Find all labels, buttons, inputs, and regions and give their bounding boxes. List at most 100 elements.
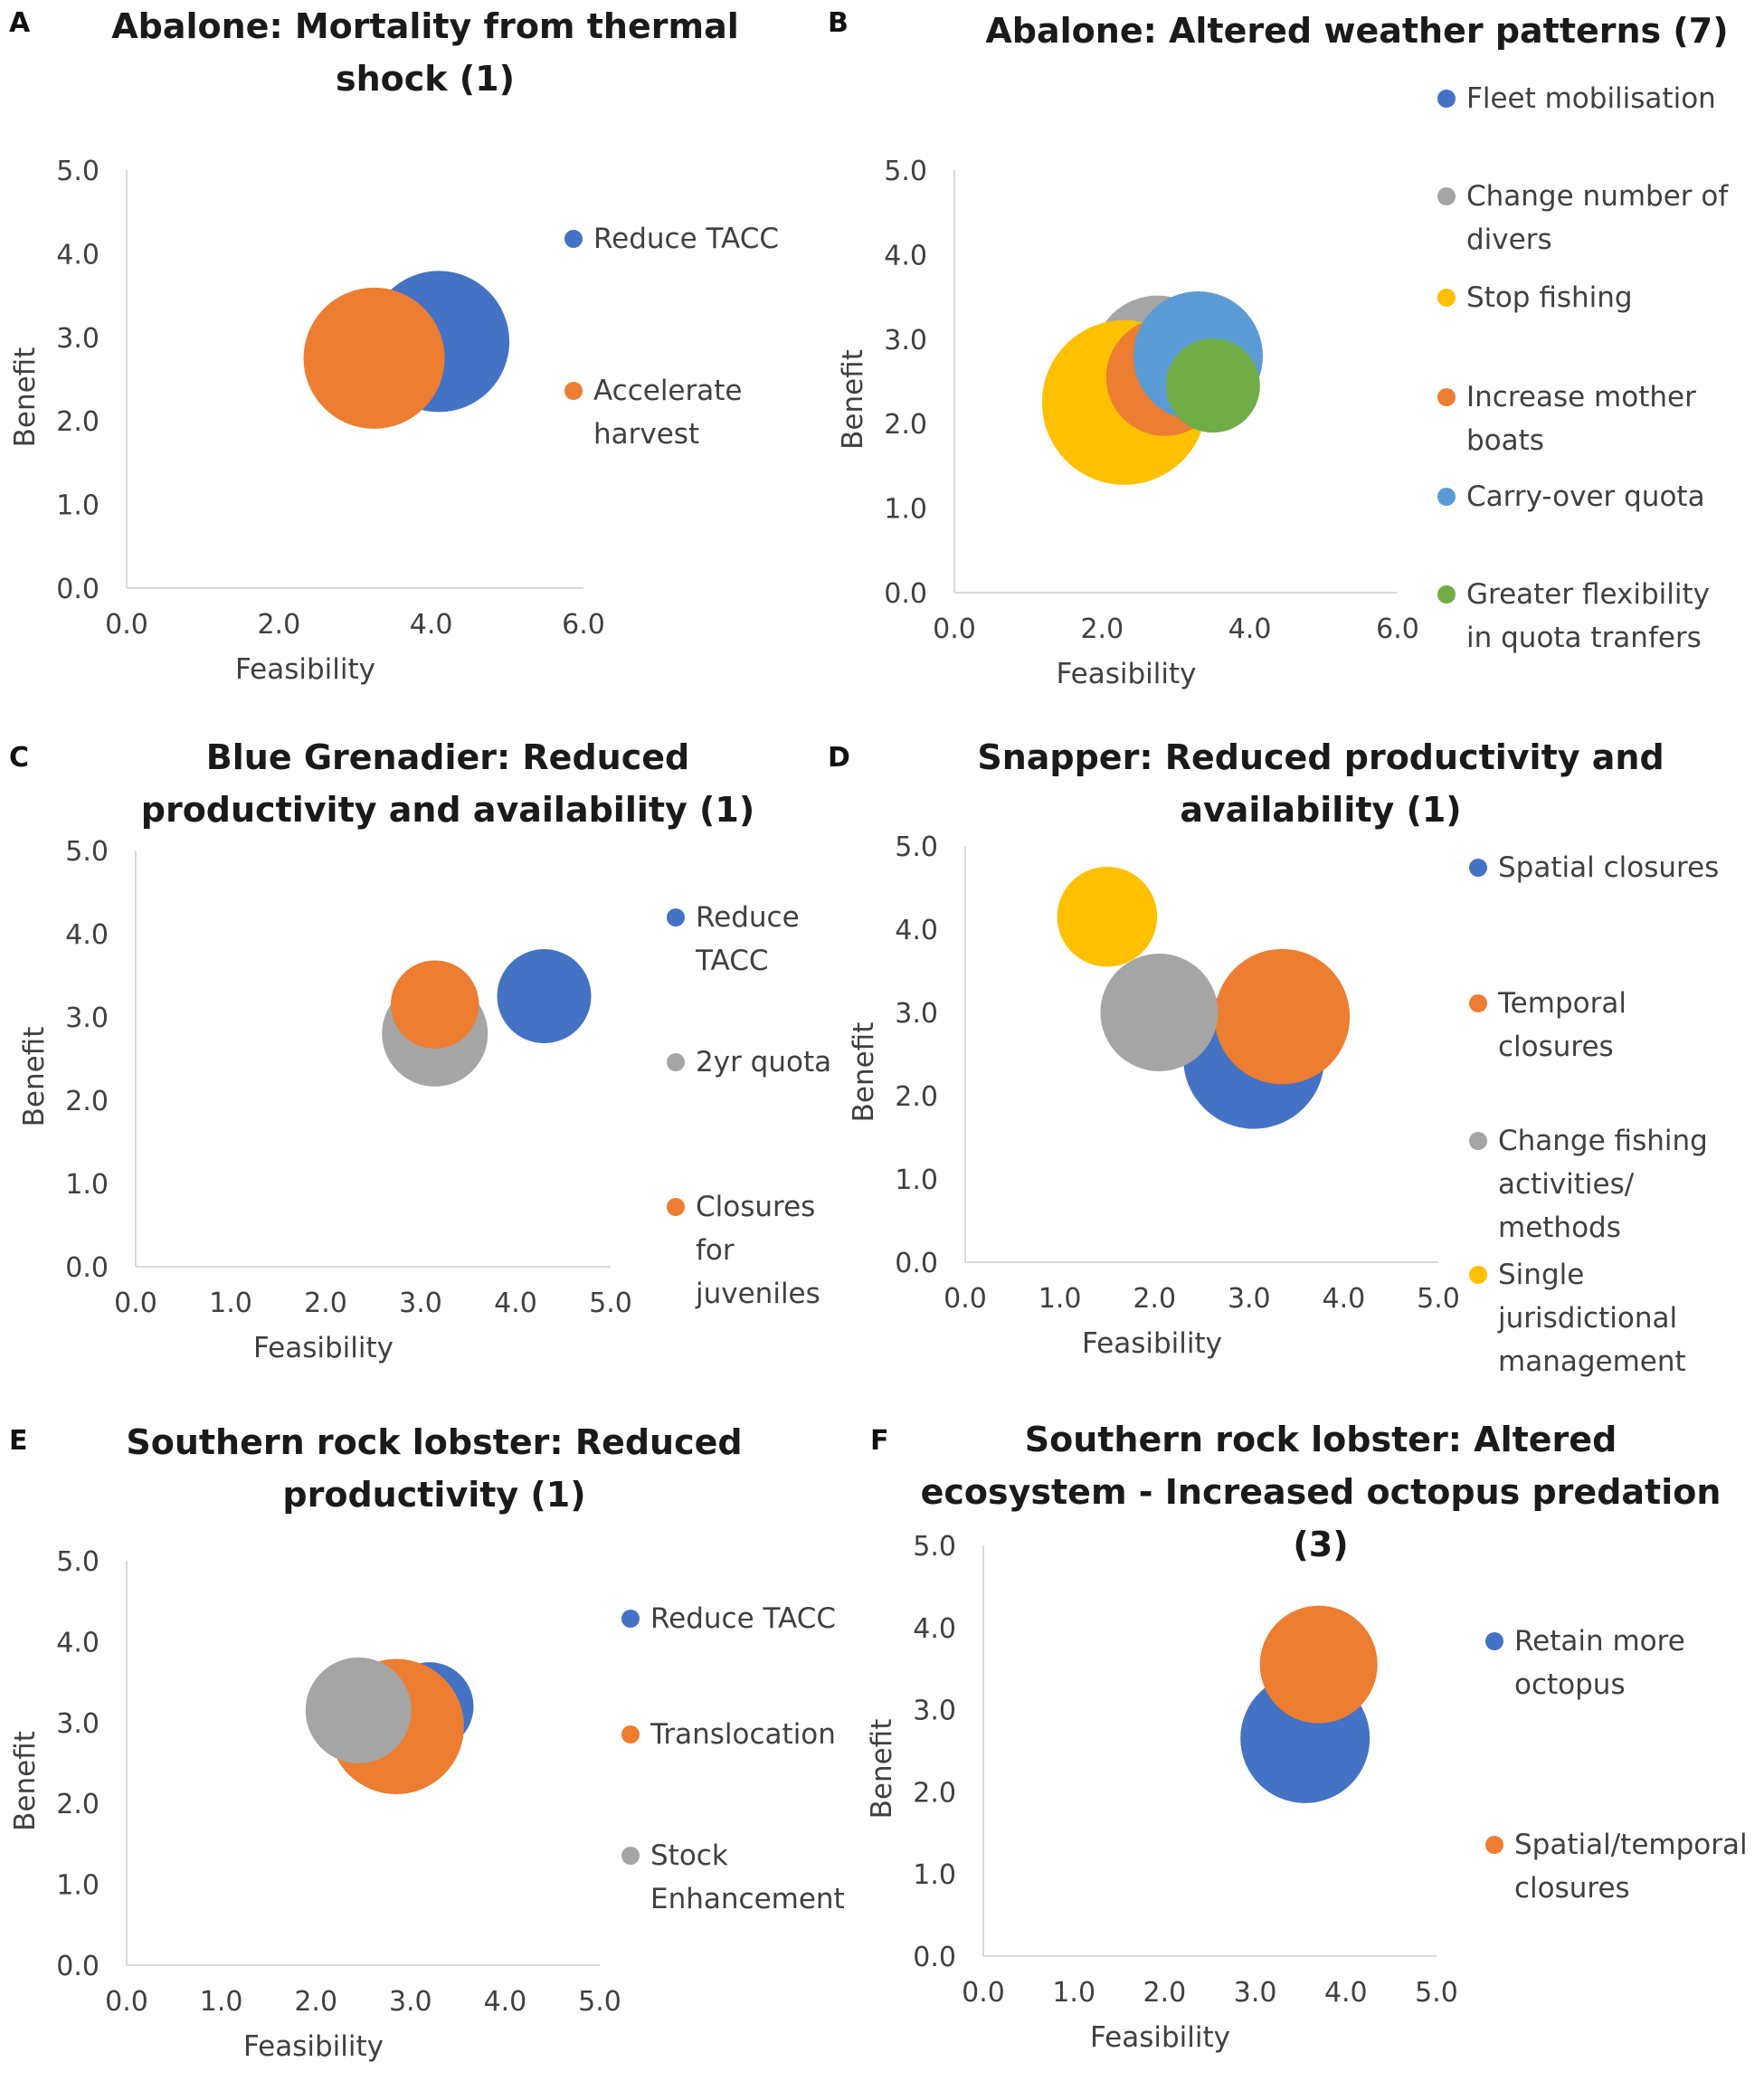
legend-item: Reduce TACC <box>665 896 800 983</box>
legend-marker-icon <box>1437 488 1456 506</box>
y-tick-label: 5.0 <box>56 1546 100 1578</box>
y-tick-label: 1.0 <box>56 490 100 522</box>
legend-marker-icon <box>667 1198 685 1216</box>
legend-marker-icon <box>1437 289 1456 307</box>
y-tick-label: 2.0 <box>56 1789 100 1820</box>
plot-area-E: 0.0 1.0 2.0 3.0 4.0 5.0 0.0 1.0 2.0 3.0 4.0 5.0 Feas… <box>9 1546 621 2063</box>
x-axis-label: Feasibility <box>1090 2021 1230 2054</box>
chart-title: Snapper: Reduced productivity and availab… <box>868 731 1764 836</box>
y-tick-label: 1.0 <box>895 1164 938 1196</box>
bubble-closures-for-juveniles <box>391 960 479 1049</box>
y-tick-label: 0.0 <box>56 574 100 605</box>
x-tick-label: 1.0 <box>1038 1283 1082 1315</box>
legend-label: Single <box>1498 1259 1585 1291</box>
chart-title-line: Southern rock lobster: Reduced <box>126 1422 743 1462</box>
y-tick-label: 5.0 <box>56 156 100 187</box>
legend-label: Enhancement <box>650 1883 845 1915</box>
x-tick-label: 1.0 <box>209 1288 252 1319</box>
x-tick-label: 4.0 <box>1323 1283 1366 1315</box>
legend-item: Accelerate harvest <box>563 369 742 456</box>
x-tick-label: 0.0 <box>962 1977 1005 2009</box>
chart-title: Abalone: Altered weather patterns (7) <box>905 5 1764 57</box>
x-tick-label: 4.0 <box>1324 1977 1368 2009</box>
legend-item: Greater flexibility in quota tranfers <box>1436 573 1710 660</box>
y-axis-label: Benefit <box>9 347 42 448</box>
x-tick-label: 1.0 <box>200 1986 243 2018</box>
x-tick-label: 0.0 <box>105 1986 148 2018</box>
y-tick-label: 1.0 <box>913 1859 956 1891</box>
x-tick-label: 5.0 <box>1415 1977 1458 2009</box>
legend-item: Retain more octopus <box>1484 1620 1685 1706</box>
legend-label: Increase mother <box>1466 381 1696 413</box>
chart-title-line: productivity and availability (1) <box>140 790 755 830</box>
y-axis-label: Benefit <box>866 1719 898 1820</box>
chart-title-line: Snapper: Reduced productivity and <box>977 737 1664 777</box>
y-tick-label: 1.0 <box>884 494 927 526</box>
chart-title-line: Blue Grenadier: Reduced <box>205 737 690 777</box>
x-axis-label: Feasibility <box>243 2030 384 2063</box>
y-tick-label: 4.0 <box>895 915 938 946</box>
legend-label: boats <box>1466 424 1544 457</box>
legend-marker-icon <box>1469 1266 1487 1284</box>
bubble-spatial-temporal-closures <box>1259 1605 1378 1724</box>
y-tick-label: 2.0 <box>56 406 100 438</box>
legend-label: Retain more <box>1514 1625 1685 1658</box>
x-tick-label: 2.0 <box>257 609 300 641</box>
chart-title: Blue Grenadier: Reduced productivity and … <box>0 731 900 836</box>
legend-label: Reduce TACC <box>593 223 779 255</box>
y-tick-label: 3.0 <box>884 325 927 356</box>
legend-marker-icon <box>564 382 583 400</box>
legend-marker-icon <box>1485 1836 1503 1854</box>
y-tick-label: 4.0 <box>56 239 100 271</box>
x-axis-label: Feasibility <box>235 653 375 686</box>
legend-label: closures <box>1514 1872 1630 1905</box>
y-tick-label: 0.0 <box>913 1942 956 1973</box>
x-axis-label: Feasibility <box>1057 658 1197 690</box>
plot-area-C: 0.0 1.0 2.0 3.0 4.0 5.0 0.0 1.0 2.0 3.0 4.0 5.0 Feas… <box>18 836 632 1364</box>
y-tick-label: 3.0 <box>895 998 938 1030</box>
x-tick-label: 3.0 <box>1234 1977 1277 2009</box>
legend-label: Temporal <box>1498 987 1626 1020</box>
legend-label: closures <box>1498 1031 1614 1063</box>
legend-label: Stock <box>650 1839 728 1872</box>
legend-label: juveniles <box>696 1278 820 1310</box>
y-tick-label: 3.0 <box>56 1708 100 1740</box>
plot-area-D: 0.0 1.0 2.0 3.0 4.0 5.0 0.0 1.0 2.0 3.0 4.0 5.0 Feas… <box>848 831 1460 1360</box>
y-tick-label: 5.0 <box>65 836 109 868</box>
x-tick-label: 1.0 <box>1052 1977 1095 2009</box>
legend-item: Stop fishing <box>1436 276 1633 319</box>
legend-label: jurisdictional <box>1498 1302 1678 1335</box>
x-tick-label: 3.0 <box>1228 1283 1271 1315</box>
legend-marker-icon <box>667 1053 685 1071</box>
legend-item: Carry-over quota <box>1436 475 1705 518</box>
legend-label: Spatial closures <box>1498 851 1720 884</box>
y-axis-label: Benefit <box>18 1027 51 1127</box>
y-tick-label: 5.0 <box>884 156 927 187</box>
bubble-change-fishing-activities-methods <box>1100 954 1219 1071</box>
y-tick-label: 1.0 <box>56 1870 100 1902</box>
x-tick-label: 4.0 <box>494 1288 537 1319</box>
panel-label-D: D <box>828 742 850 774</box>
legend-label: Greater flexibility <box>1466 578 1711 611</box>
x-tick-label: 0.0 <box>114 1288 157 1319</box>
legend-marker-icon <box>1437 187 1456 205</box>
legend-marker-icon <box>1485 1632 1503 1650</box>
bubble-reduce-tacc <box>497 949 592 1043</box>
x-tick-label: 2.0 <box>304 1288 347 1319</box>
chart-title-line: availability (1) <box>1180 790 1462 830</box>
chart-title-line: (3) <box>1293 1525 1349 1564</box>
legend-item: Increase mother boats <box>1436 375 1696 462</box>
bubble-accelerate-harvest <box>303 287 445 429</box>
legend-marker-icon <box>621 1847 640 1865</box>
bubble-temporal-closures <box>1214 948 1351 1085</box>
y-tick-label: 5.0 <box>895 831 938 863</box>
legend-item: Spatial closures <box>1467 846 1719 889</box>
legend-marker-icon <box>621 1725 640 1744</box>
legend-marker-icon <box>564 230 583 248</box>
legend-marker-icon <box>621 1610 640 1628</box>
x-tick-label: 5.0 <box>589 1288 632 1319</box>
legend-label: octopus <box>1514 1668 1626 1701</box>
panel-label-E: E <box>9 1425 28 1457</box>
bubble-single-jurisdictional-management <box>1057 866 1158 967</box>
